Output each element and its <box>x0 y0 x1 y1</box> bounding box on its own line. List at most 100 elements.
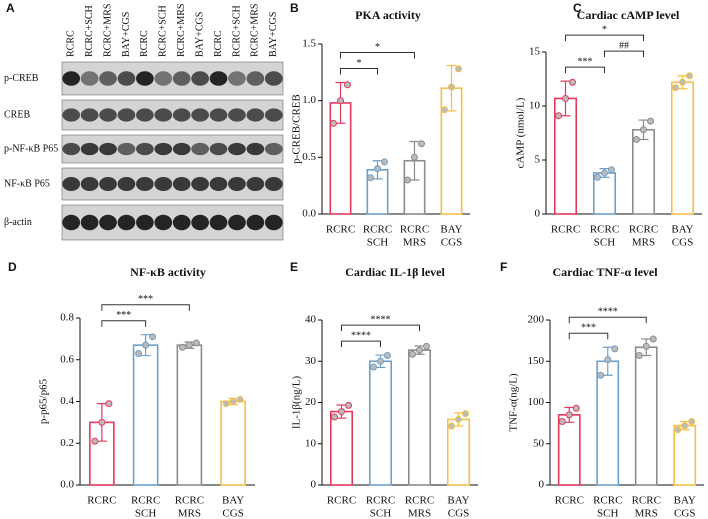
blot-band <box>191 71 209 86</box>
blot-band <box>264 214 283 231</box>
row-label: p-NF-κB P65 <box>4 143 58 154</box>
data-point <box>601 169 608 177</box>
data-point <box>674 426 682 434</box>
y-axis-label: p-p65/p65 <box>38 378 50 424</box>
data-point <box>337 97 344 105</box>
y-tick-label: 0.5 <box>302 151 316 163</box>
lane-label: RCRC+SCH <box>84 5 95 57</box>
bar <box>132 344 159 486</box>
data-point <box>569 78 576 86</box>
blot-band <box>246 176 265 192</box>
data-point <box>416 346 423 354</box>
blot-band <box>264 142 283 156</box>
lane-label: RCRC+MRS <box>250 4 261 57</box>
blot-band <box>99 142 117 156</box>
y-tick-label: 20 <box>305 396 317 408</box>
significance-label: *** <box>581 323 596 334</box>
data-point <box>441 106 448 114</box>
data-point <box>381 158 388 166</box>
blot-band <box>80 142 99 156</box>
chart-title: Cardiac TNF-α level <box>552 265 658 279</box>
chart-title: Cardiac IL-1β level <box>345 265 445 279</box>
x-tick-label: RCRC <box>131 495 160 507</box>
x-tick-label: CGS <box>448 508 469 519</box>
significance-bracket <box>340 68 378 75</box>
significance-bracket <box>341 340 381 348</box>
blot-band <box>209 142 228 156</box>
y-axis-label: IL-1β(ng/L) <box>291 376 303 430</box>
x-tick-label: BAY <box>674 495 696 507</box>
blot-strip <box>61 204 284 241</box>
data-point <box>236 395 244 403</box>
y-tick-label: 150 <box>528 355 545 367</box>
data-point <box>555 112 562 120</box>
significance-bracket <box>568 316 647 324</box>
significance-bracket <box>568 332 609 340</box>
bar <box>596 360 620 486</box>
panel-letter: D <box>8 260 17 274</box>
x-tick-label: RCRC <box>555 495 584 507</box>
significance-label: * <box>357 58 362 69</box>
data-point <box>608 166 615 174</box>
chart-title: Cardiac cAMP level <box>577 8 680 22</box>
x-tick-label: RCRC <box>327 495 356 507</box>
data-point <box>604 356 612 364</box>
lane-label: RCRC <box>66 30 77 57</box>
data-point <box>384 351 391 359</box>
blot-band <box>264 71 283 86</box>
x-tick-label: RCRC <box>87 495 116 507</box>
significance-bracket <box>101 320 147 327</box>
x-tick-label: RCRC <box>366 495 395 507</box>
data-point <box>686 72 693 80</box>
y-tick-label: 0.8 <box>60 312 74 324</box>
blot-band <box>117 176 136 192</box>
blot-band <box>99 176 117 192</box>
bar <box>634 346 658 486</box>
blot-strip <box>61 167 284 201</box>
blot-band <box>209 71 228 86</box>
data-point <box>635 351 643 359</box>
blot-band <box>62 71 81 86</box>
blot-band <box>117 108 136 122</box>
x-tick-label: SCH <box>594 237 615 249</box>
blot-band <box>209 214 228 231</box>
panel-letter: B <box>290 1 299 15</box>
blot-band <box>62 214 81 231</box>
data-point <box>330 119 337 127</box>
lane-label: RCRC+SCH <box>231 5 242 57</box>
x-tick-label: MRS <box>403 237 426 249</box>
lane-label: BAY+CGS <box>194 12 205 57</box>
lane-label: RCRC <box>139 30 150 57</box>
panel-letter: A <box>6 1 15 15</box>
row-label: CREB <box>4 109 30 120</box>
significance-bracket <box>101 304 190 311</box>
blot-band <box>246 108 265 122</box>
significance-label: * <box>602 24 607 35</box>
x-tick-label: RCRC <box>363 224 392 236</box>
data-point <box>149 333 157 341</box>
blot-band <box>99 71 117 86</box>
data-point <box>681 422 689 430</box>
blot-strip <box>61 99 284 131</box>
blot-band <box>172 142 191 156</box>
x-tick-label: CGS <box>441 237 462 249</box>
data-point <box>558 417 566 425</box>
blot-band <box>154 71 173 86</box>
data-point <box>633 135 640 143</box>
blot-band <box>154 176 173 192</box>
blot-band <box>80 108 99 122</box>
blot-band <box>228 142 246 156</box>
blot-band <box>264 108 283 122</box>
x-tick-label: RCRC <box>326 224 355 236</box>
blot-band <box>228 214 246 231</box>
y-tick-label: 0.4 <box>60 395 74 407</box>
bar <box>368 360 393 486</box>
panel-letter: E <box>290 260 298 274</box>
significance-bracket <box>565 66 605 74</box>
data-point <box>370 363 377 371</box>
x-tick-label: RCRC <box>632 495 661 507</box>
x-tick-label: MRS <box>632 237 655 249</box>
data-point <box>105 400 113 408</box>
y-tick-label: 0.2 <box>60 437 74 449</box>
y-tick-label: 30 <box>305 355 317 367</box>
